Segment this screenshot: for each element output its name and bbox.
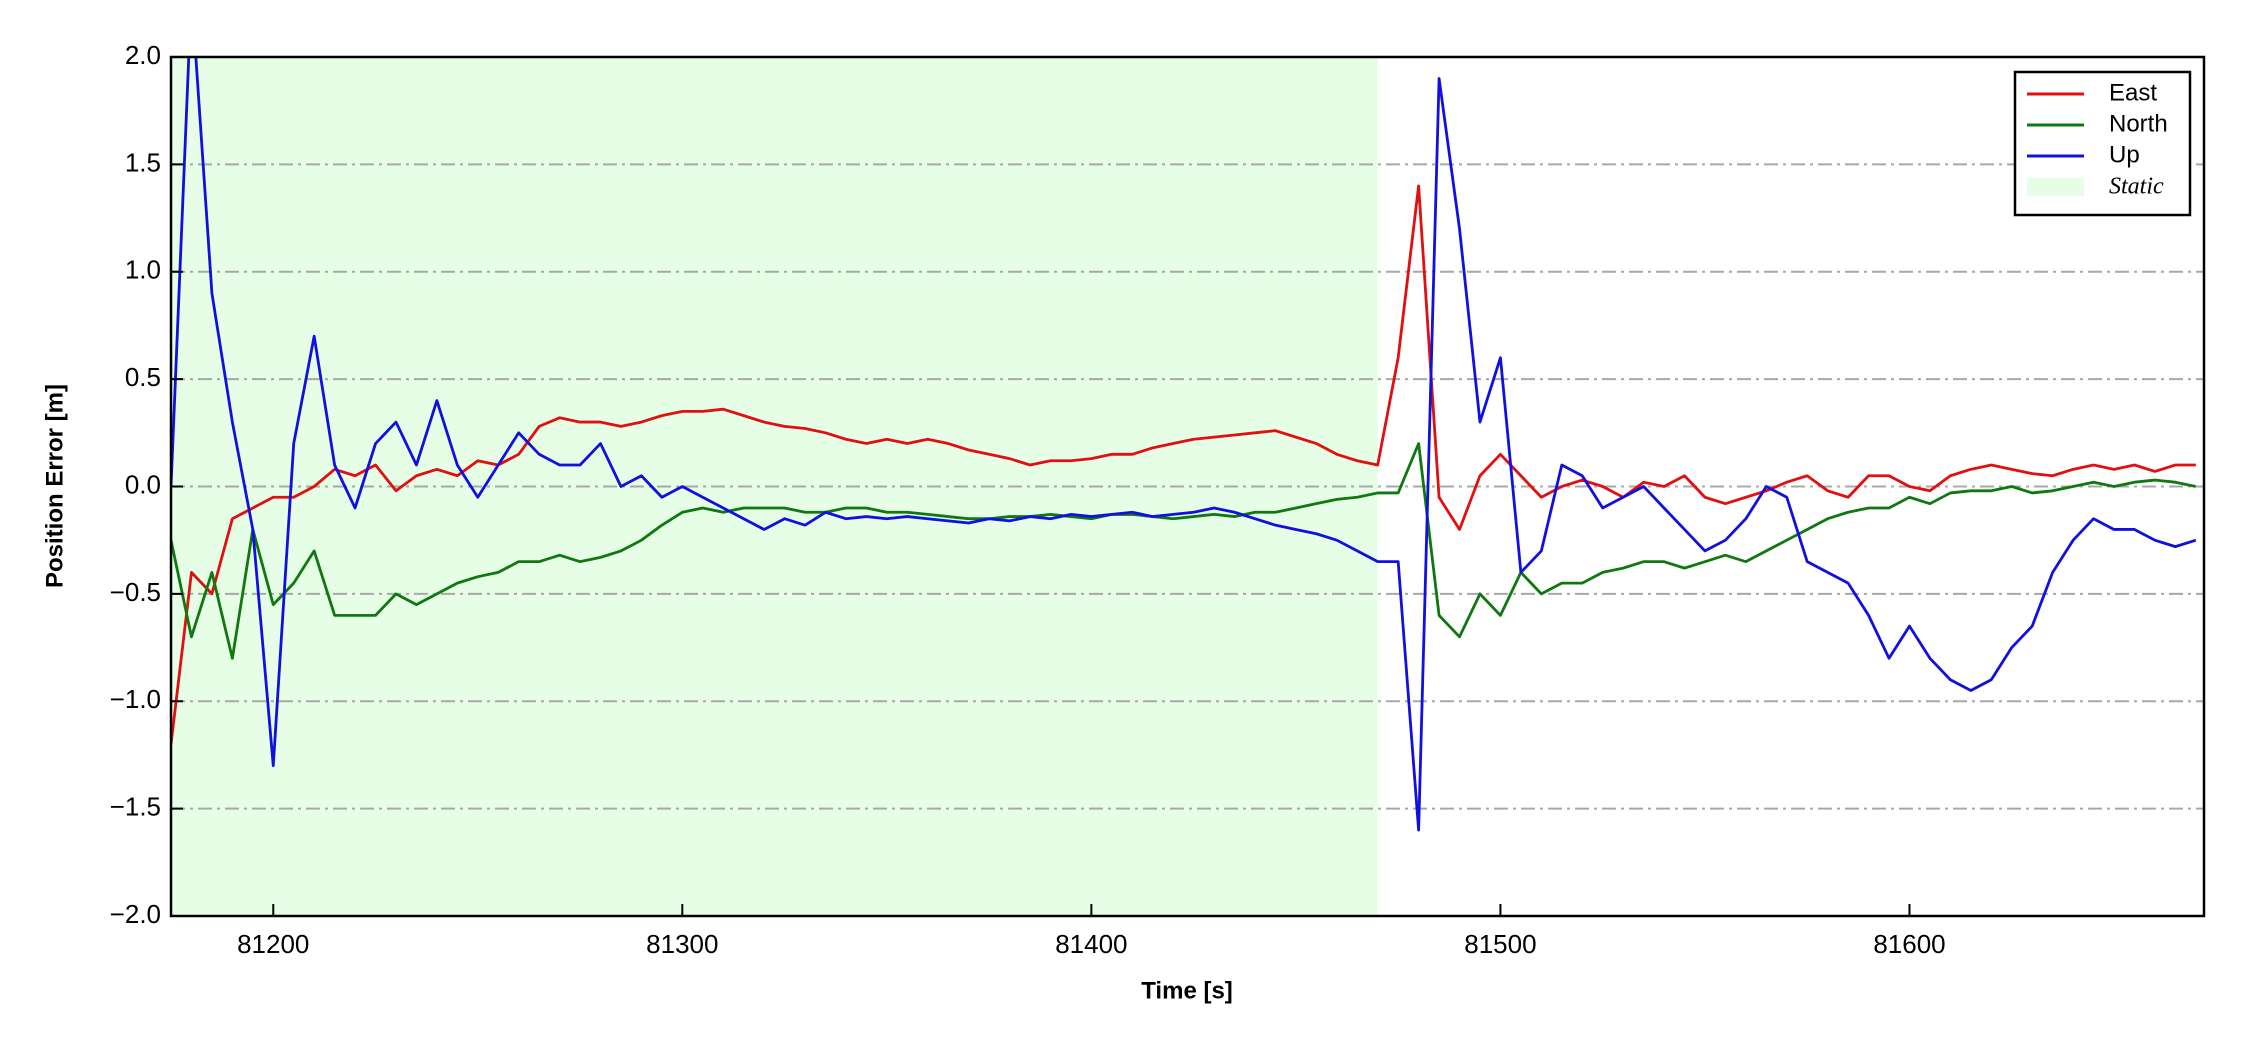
y-tick-label: −2.0	[110, 899, 161, 929]
legend-label: Up	[2109, 141, 2140, 168]
y-tick-label: 1.0	[125, 255, 161, 285]
y-tick-label: 0.5	[125, 362, 161, 392]
legend: East North Up Static	[2013, 70, 2192, 217]
y-axis-title: Position Error [m]	[41, 384, 68, 588]
series-line	[171, 184, 2196, 745]
axes-layer: −2.0 −1.5 −1.0 −0.5 0.0 0.5 1.0 1.5 2.0 81200 8130…	[110, 40, 1946, 959]
grid-layer	[171, 163, 2204, 810]
x-axis-title: Time [s]	[1141, 977, 1233, 1004]
series-line	[171, 442, 2197, 660]
y-tick-label: 1.5	[125, 147, 161, 177]
x-tick-label: 81500	[1464, 929, 1536, 959]
lines-layer	[171, 57, 2197, 832]
legend-label: North	[2109, 110, 2168, 137]
series-line	[171, 57, 2197, 832]
x-tick-label: 81400	[1055, 929, 1127, 959]
y-tick-label: 0.0	[125, 469, 161, 499]
y-tick-label: −1.0	[110, 684, 161, 714]
x-tick-label: 81300	[646, 929, 718, 959]
x-tick-label: 81200	[237, 929, 309, 959]
legend-label: East	[2109, 79, 2157, 106]
y-tick-label: 2.0	[125, 40, 161, 70]
y-tick-label: −0.5	[110, 577, 161, 607]
legend-label: Static	[2109, 174, 2164, 200]
legend-swatch	[2027, 178, 2084, 196]
y-tick-label: −1.5	[110, 792, 161, 822]
x-tick-label: 81600	[1873, 929, 1945, 959]
